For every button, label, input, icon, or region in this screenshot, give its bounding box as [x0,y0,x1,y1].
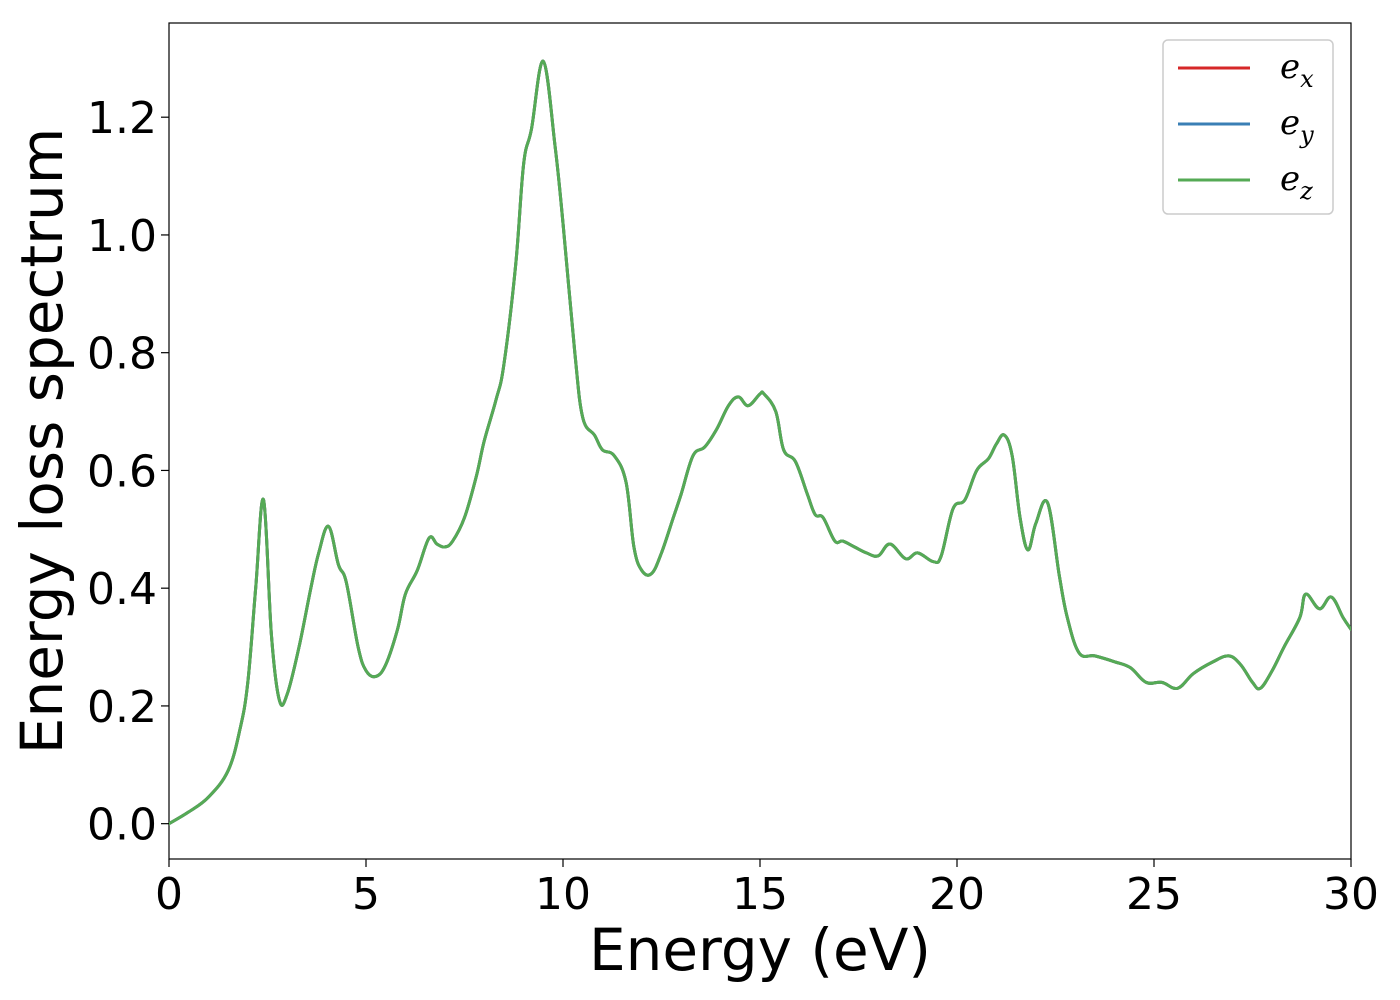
legend-label-z: ez [1280,159,1313,205]
x-axis-title: Energy (eV) [589,916,931,984]
x-tick-label: 20 [929,869,985,920]
legend-label-x: ex [1280,47,1314,93]
y-tick-label: 0.2 [87,682,157,733]
legend-box [1162,39,1334,215]
y-tick-label: 0.0 [87,800,157,851]
y-tick-label: 1.0 [87,211,157,262]
y-tick-label: 0.6 [87,446,157,497]
y-tick-label: 1.2 [87,93,157,144]
x-tick-label: 25 [1126,869,1182,920]
x-tick-label: 10 [535,869,591,920]
y-tick-label: 0.4 [87,564,157,615]
x-axis: 0 5 10 15 20 25 30 [155,859,1379,920]
y-tick-label: 0.8 [87,329,157,380]
legend-label-y: ey [1280,103,1314,149]
y-axis-title: Energy loss spectrum [8,128,76,754]
series-layer [169,59,1351,826]
series-line-z [169,59,1351,826]
legend: ex ey ez [1162,39,1334,215]
x-tick-label: 5 [352,869,380,920]
x-tick-label: 0 [155,869,183,920]
y-axis: 0.0 0.2 0.4 0.6 0.8 1.0 1.2 [87,93,169,851]
x-tick-label: 15 [732,869,788,920]
plot-area [168,22,1352,860]
x-tick-label: 30 [1323,869,1379,920]
